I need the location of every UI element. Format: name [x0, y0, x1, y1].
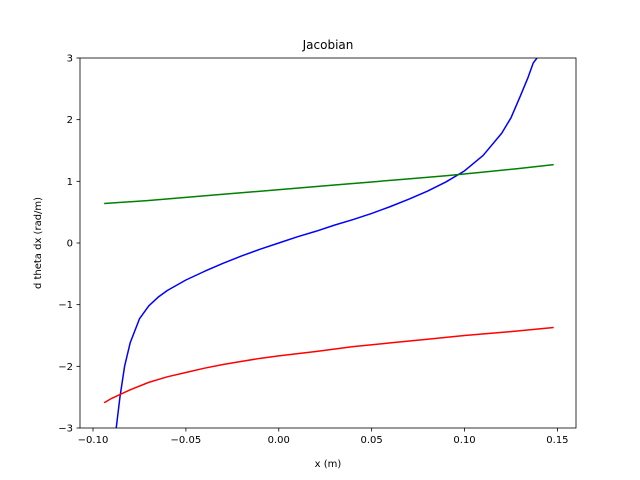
y-tick-label: −1	[58, 300, 73, 311]
x-tick-label: −0.05	[171, 435, 202, 446]
y-tick-label: −3	[58, 424, 73, 435]
y-tick-label: 2	[67, 115, 73, 126]
x-tick-label: −0.10	[78, 435, 109, 446]
x-axis-ticks: −0.10 −0.05 0.00 0.05 0.10 0.15	[78, 428, 569, 446]
series-line-3	[103, 326, 554, 404]
y-tick-label: 0	[67, 239, 73, 250]
y-tick-label: −2	[58, 362, 73, 373]
y-tick-label: 3	[67, 54, 73, 65]
y-axis-ticks: −3 −2 −1 0 1 2 3	[58, 54, 80, 435]
x-tick-label: 0.00	[268, 435, 290, 446]
y-axis-label: d theta dx (rad/m)	[33, 197, 44, 289]
chart-title: Jacobian	[302, 38, 354, 52]
plot-frame	[79, 57, 577, 429]
series-line-2	[104, 163, 554, 205]
x-tick-label: 0.05	[361, 435, 383, 446]
series-layer	[103, 58, 554, 428]
x-tick-label: 0.15	[546, 435, 568, 446]
series-line-1	[115, 58, 538, 428]
x-tick-label: 0.10	[453, 435, 475, 446]
x-axis-label: x (m)	[315, 459, 342, 470]
y-tick-label: 1	[67, 177, 73, 188]
